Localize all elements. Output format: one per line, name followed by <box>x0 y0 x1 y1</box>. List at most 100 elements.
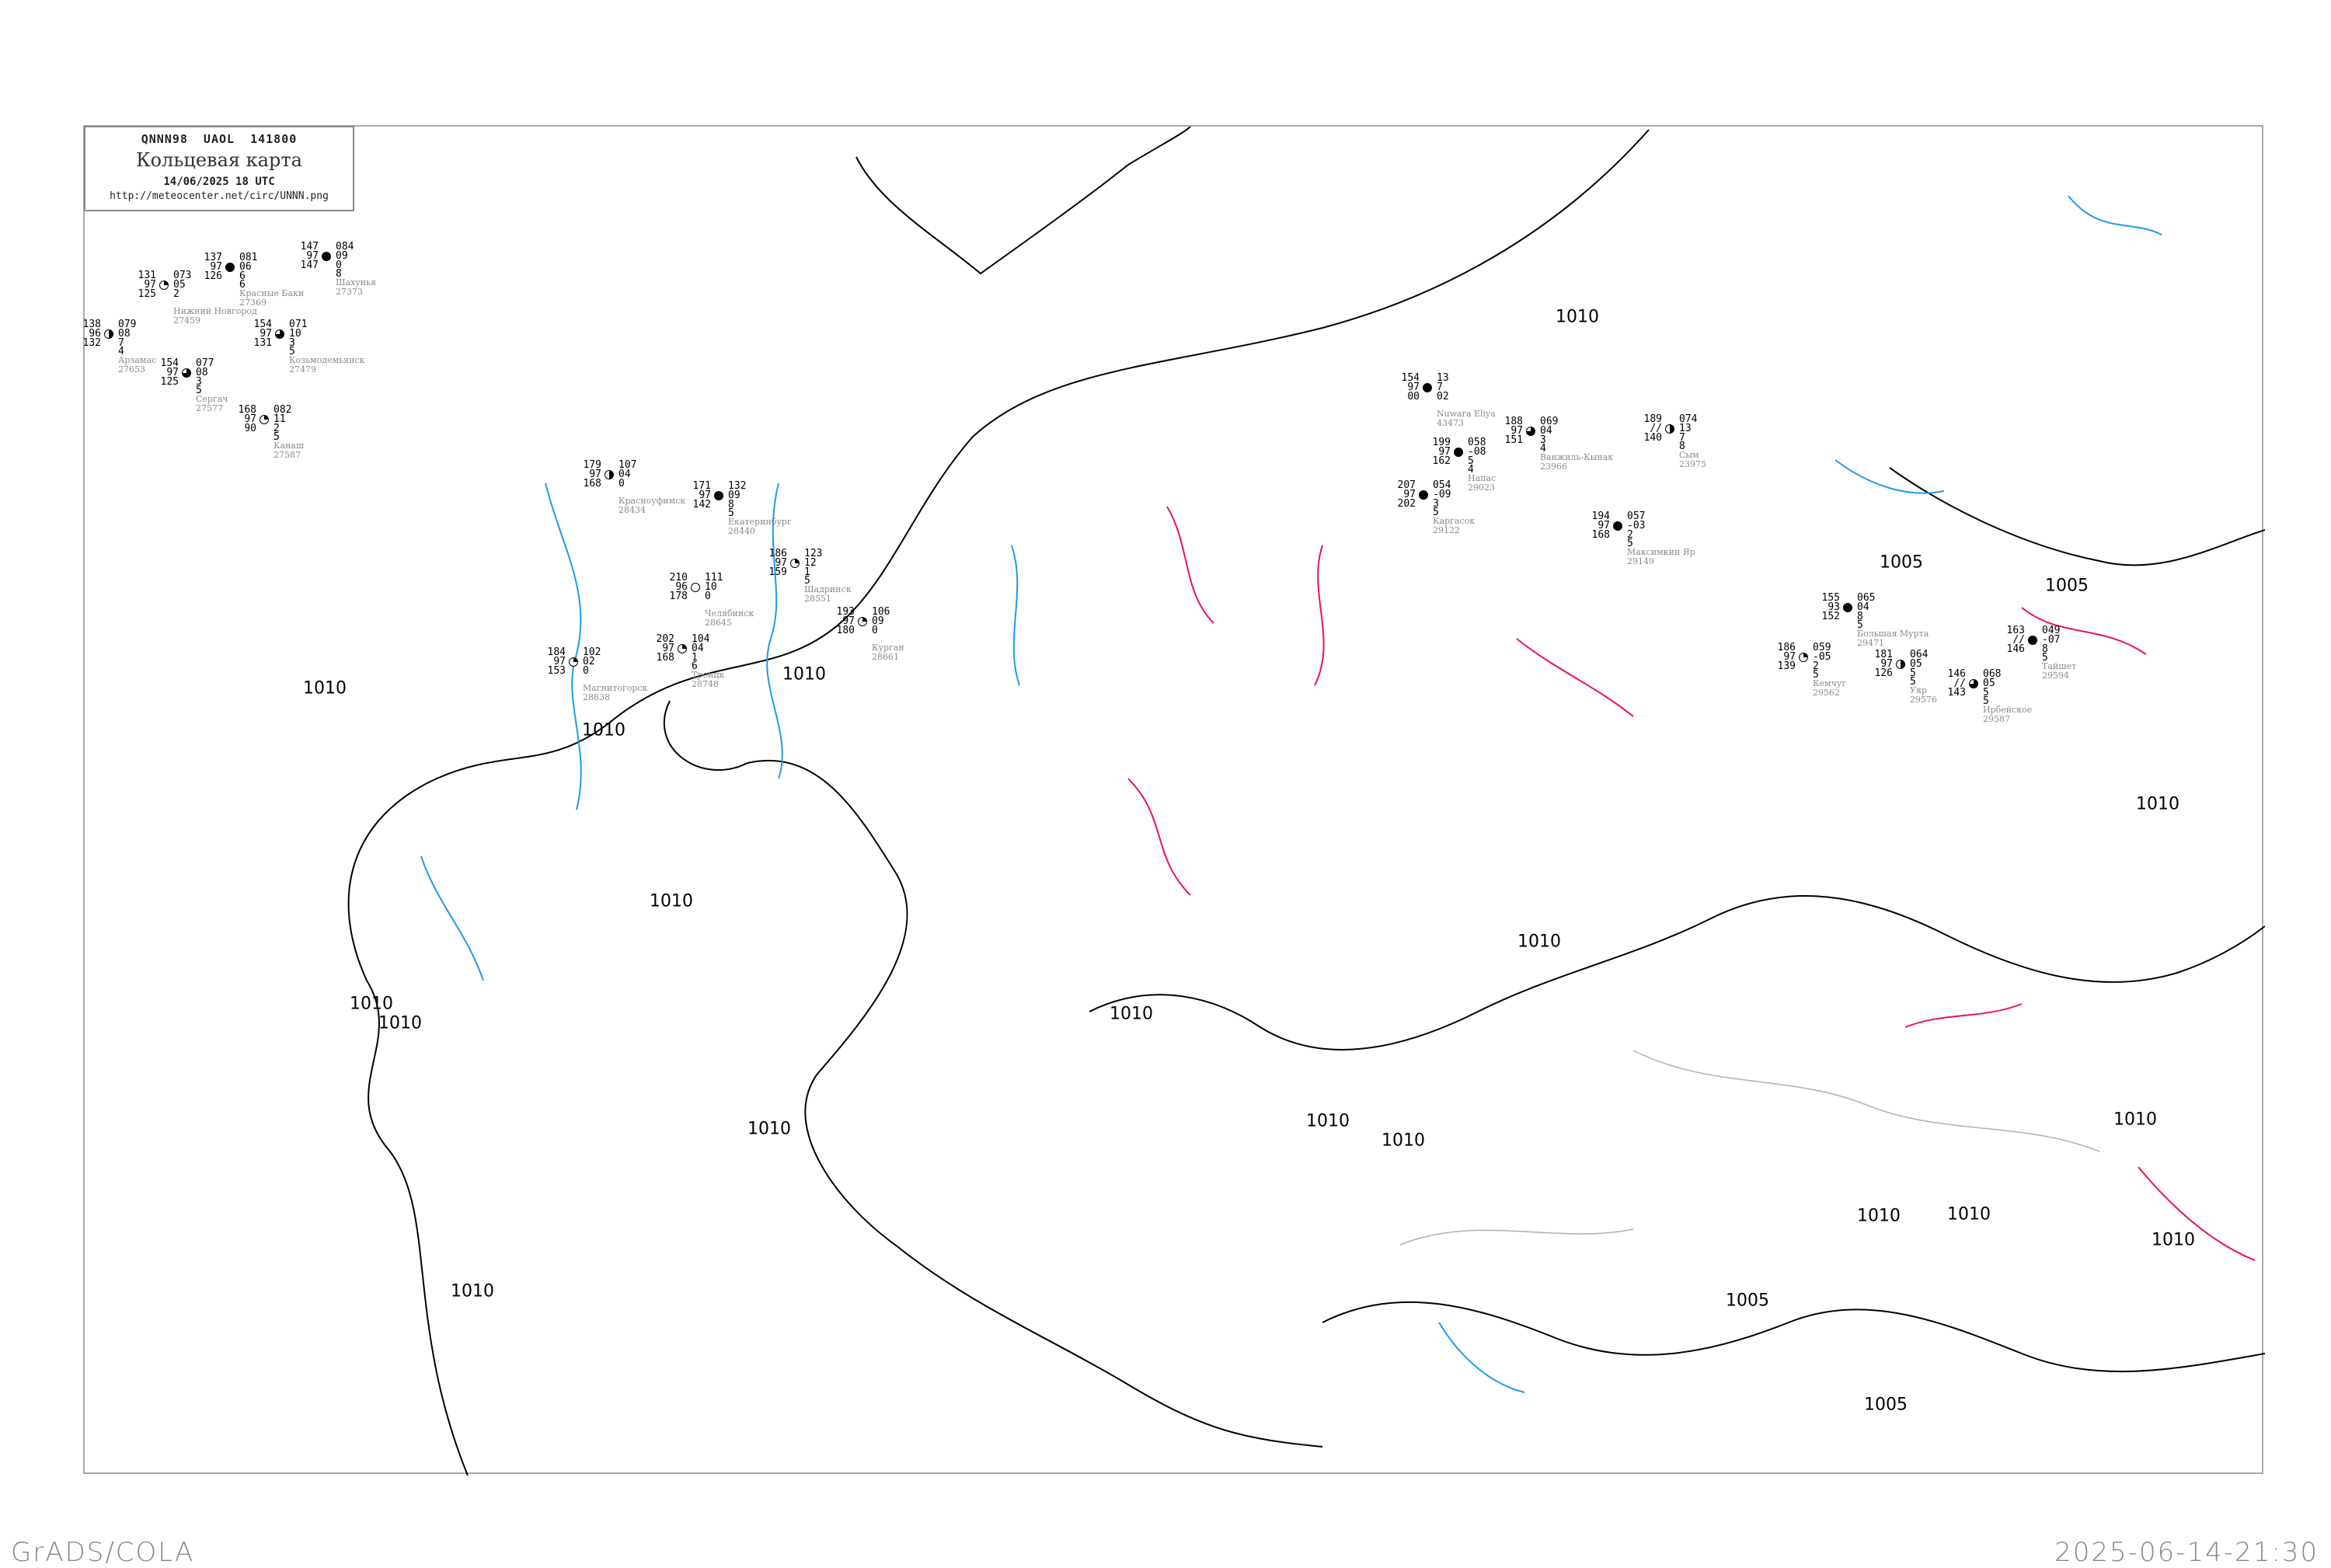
station-value-mr: 09 <box>872 615 884 627</box>
station-value-r1: 8 <box>2042 643 2048 655</box>
station-value-r1: 2 <box>173 288 179 300</box>
station-value-ll: 168 <box>583 478 601 490</box>
station-value-ul: 199 <box>1432 437 1451 448</box>
station-value-ll: 143 <box>1947 687 1966 699</box>
borders <box>1399 1050 2100 1246</box>
station-value-mr: 04 <box>692 643 704 654</box>
station-value-mr: 08 <box>196 367 208 378</box>
cloud-cover-icon <box>1896 660 1905 669</box>
station-value-ul: 210 <box>669 572 688 584</box>
isobar-label: 1010 <box>378 1013 422 1033</box>
station-value-ml: 97 <box>1438 446 1451 458</box>
station-index: 28434 <box>618 505 646 515</box>
isobar-label: 1010 <box>2113 1110 2157 1130</box>
isobar-label: 1010 <box>1110 1004 1153 1024</box>
isallobar-line <box>1314 545 1325 686</box>
station-value-ll: 146 <box>2006 643 2025 655</box>
station-value-ll: 168 <box>656 652 674 664</box>
station-name: Каргасок <box>1433 516 1476 526</box>
station-index: 27479 <box>289 364 316 375</box>
station-value-r1: 3 <box>289 337 295 349</box>
cloud-cover-icon <box>225 263 235 272</box>
station-value-r2: 5 <box>1433 507 1439 518</box>
rivers-coastline <box>420 195 2162 1393</box>
station-index: 29122 <box>1433 525 1460 535</box>
station-value-mr: 04 <box>618 469 631 480</box>
station-value-ml: 97 <box>1783 651 1796 663</box>
cloud-cover-icon <box>1665 424 1674 434</box>
station-value-ur: 057 <box>1627 510 1646 522</box>
station-value-ll: 125 <box>160 376 179 388</box>
station-index: 27373 <box>336 287 363 297</box>
station-name: Сергач <box>196 394 228 404</box>
station-name: Курган <box>872 643 904 653</box>
station-value-r1: 02 <box>1437 391 1449 402</box>
station-value-r1: 0 <box>336 260 342 271</box>
station-value-ml: 97 <box>589 469 601 480</box>
station-value-r2: 4 <box>1540 443 1546 455</box>
cloud-cover-icon <box>691 583 700 592</box>
station-value-r1: 7 <box>1679 432 1685 444</box>
isobar-label: 1005 <box>1726 1291 1769 1311</box>
station-value-ll: 132 <box>82 337 101 349</box>
station-value-ml: 97 <box>775 557 787 569</box>
river-line <box>2068 195 2162 235</box>
station-index: 27587 <box>274 450 301 460</box>
station-index: 29576 <box>1910 695 1937 705</box>
station-value-ur: 071 <box>289 319 308 330</box>
station-name: Троицк <box>692 670 725 680</box>
station-value-ml: 97 <box>144 279 156 291</box>
cloud-cover-icon <box>790 559 800 568</box>
station-value-ul: 137 <box>204 252 222 263</box>
station-value-mr: 10 <box>705 581 717 593</box>
border-line <box>1399 1228 1634 1246</box>
isallobar-line <box>1127 778 1191 896</box>
station-value-ll: 126 <box>1874 667 1893 679</box>
station-index: 29562 <box>1813 688 1840 698</box>
station-value-ur: 073 <box>173 270 192 281</box>
isobar-line <box>347 129 1650 1476</box>
station-value-ll: 126 <box>204 270 222 282</box>
station-value-ul: 207 <box>1397 479 1416 491</box>
station-value-r2: 5 <box>196 385 202 396</box>
isobar-label: 1010 <box>1857 1206 1901 1226</box>
station-value-ul: 168 <box>238 404 256 416</box>
station-value-ur: 123 <box>804 548 823 559</box>
station-value-ul: 181 <box>1874 649 1893 660</box>
cloud-cover-icon <box>182 368 191 378</box>
footer-timestamp: 2025-06-14-21:30 <box>2054 1537 2319 1568</box>
station-name: Напас <box>1468 473 1497 483</box>
station-value-r2: 5 <box>1983 695 1989 707</box>
station-value-ul: 179 <box>583 459 601 471</box>
cloud-cover-icon <box>1843 603 1852 612</box>
station-value-ul: 163 <box>2006 625 2025 636</box>
cloud-cover-icon <box>1613 521 1622 531</box>
station-name: Магнитогорск <box>583 683 648 693</box>
isallobar-line <box>1904 1003 2023 1028</box>
station-value-ul: 154 <box>253 319 272 330</box>
cloud-cover-icon <box>1969 679 1978 688</box>
station-value-r1: 0 <box>583 665 589 677</box>
station-value-r1: 8 <box>728 499 734 510</box>
station-value-r2: 8 <box>336 268 342 280</box>
river-line <box>545 483 582 810</box>
station-value-mr: 09 <box>728 490 740 501</box>
isobar-label: 1010 <box>2152 1230 2195 1250</box>
cloud-cover-icon <box>2028 636 2037 645</box>
station-value-ll: 152 <box>1821 611 1840 622</box>
station-name: Канаш <box>274 441 305 451</box>
isobar-label: 1005 <box>1880 552 1923 573</box>
station-index: 29594 <box>2042 671 2069 681</box>
station-value-mr: 05 <box>173 279 186 291</box>
station-value-ur: 064 <box>1910 649 1929 660</box>
station-value-mr: -03 <box>1627 520 1646 531</box>
cloud-cover-icon <box>1526 427 1535 436</box>
station-index: 27577 <box>196 403 223 413</box>
station-value-mr: -09 <box>1433 489 1451 500</box>
river-line <box>766 483 783 779</box>
station-value-ur: 074 <box>1679 413 1698 425</box>
station-value-ur: 054 <box>1433 479 1451 491</box>
map-header-box: QNNN98 UAOL 141800 Кольцевая карта 14/06… <box>84 126 354 211</box>
station-value-mr: 02 <box>583 656 595 667</box>
isobar-label: 1010 <box>451 1281 494 1301</box>
